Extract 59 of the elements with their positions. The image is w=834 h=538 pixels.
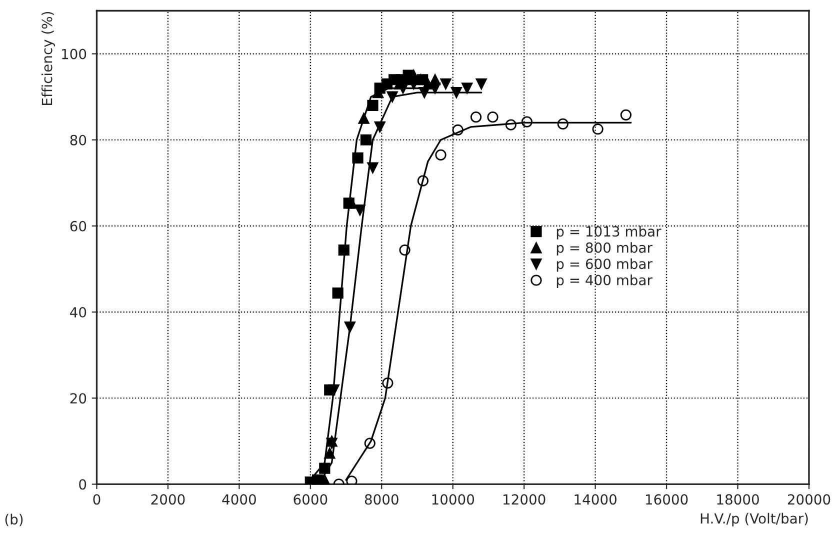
y-axis-title: Efficiency (%) [42,12,55,105]
x-tick-label: 16000 [646,494,688,505]
point [338,244,350,256]
point [319,474,330,484]
point [435,149,446,160]
point [332,288,344,299]
point [382,378,394,389]
x-tick-label: 12000 [504,494,546,505]
point [374,121,386,133]
x-tick-label: 4000 [222,494,256,505]
point [399,244,410,256]
y-tick-label: 100 [62,48,86,60]
point [386,91,398,102]
point [450,86,462,98]
point [592,124,604,135]
y-tick-label: 40 [70,307,86,318]
point [360,134,372,146]
point [462,82,473,94]
legend-label: p = 600 mbar [556,258,652,272]
text: (b) [5,514,23,526]
point [352,152,364,164]
point [417,175,429,186]
point [440,78,452,90]
point [344,322,356,333]
point [346,198,358,209]
y-tick-label: 80 [70,134,86,146]
y-tick-label: 60 [70,220,86,232]
y-tick-label: 0 [79,479,86,490]
point [346,476,358,484]
point [324,448,336,459]
point [476,78,487,90]
x-tick-label: 18000 [717,494,759,505]
point [557,118,568,130]
point [505,119,516,130]
legend-label: p = 400 mbar [556,274,652,288]
x-tick-label: 10000 [432,494,474,505]
point [620,109,632,120]
point [328,384,340,396]
point [521,116,532,128]
x-tick-label: 6000 [294,494,328,505]
point [367,162,378,174]
x-axis-title: H.V./p (Volt/bar) [700,512,808,526]
point [487,112,498,123]
x-tick-label: 8000 [364,494,398,505]
x-tick-label: 0 [93,494,100,505]
x-tick-label: 20000 [788,494,830,505]
point [364,438,376,449]
point [418,86,430,98]
point [367,100,378,112]
point [470,112,482,123]
legend-label: p = 1013 mbar [556,226,662,240]
x-tick-label: 2000 [151,494,185,505]
point [358,112,370,124]
point [354,204,366,216]
x-tick-label: 14000 [574,494,616,505]
point [452,124,464,136]
legend-label: p = 800 mbar [556,242,652,256]
y-tick-label: 20 [70,393,86,404]
point [319,462,330,474]
